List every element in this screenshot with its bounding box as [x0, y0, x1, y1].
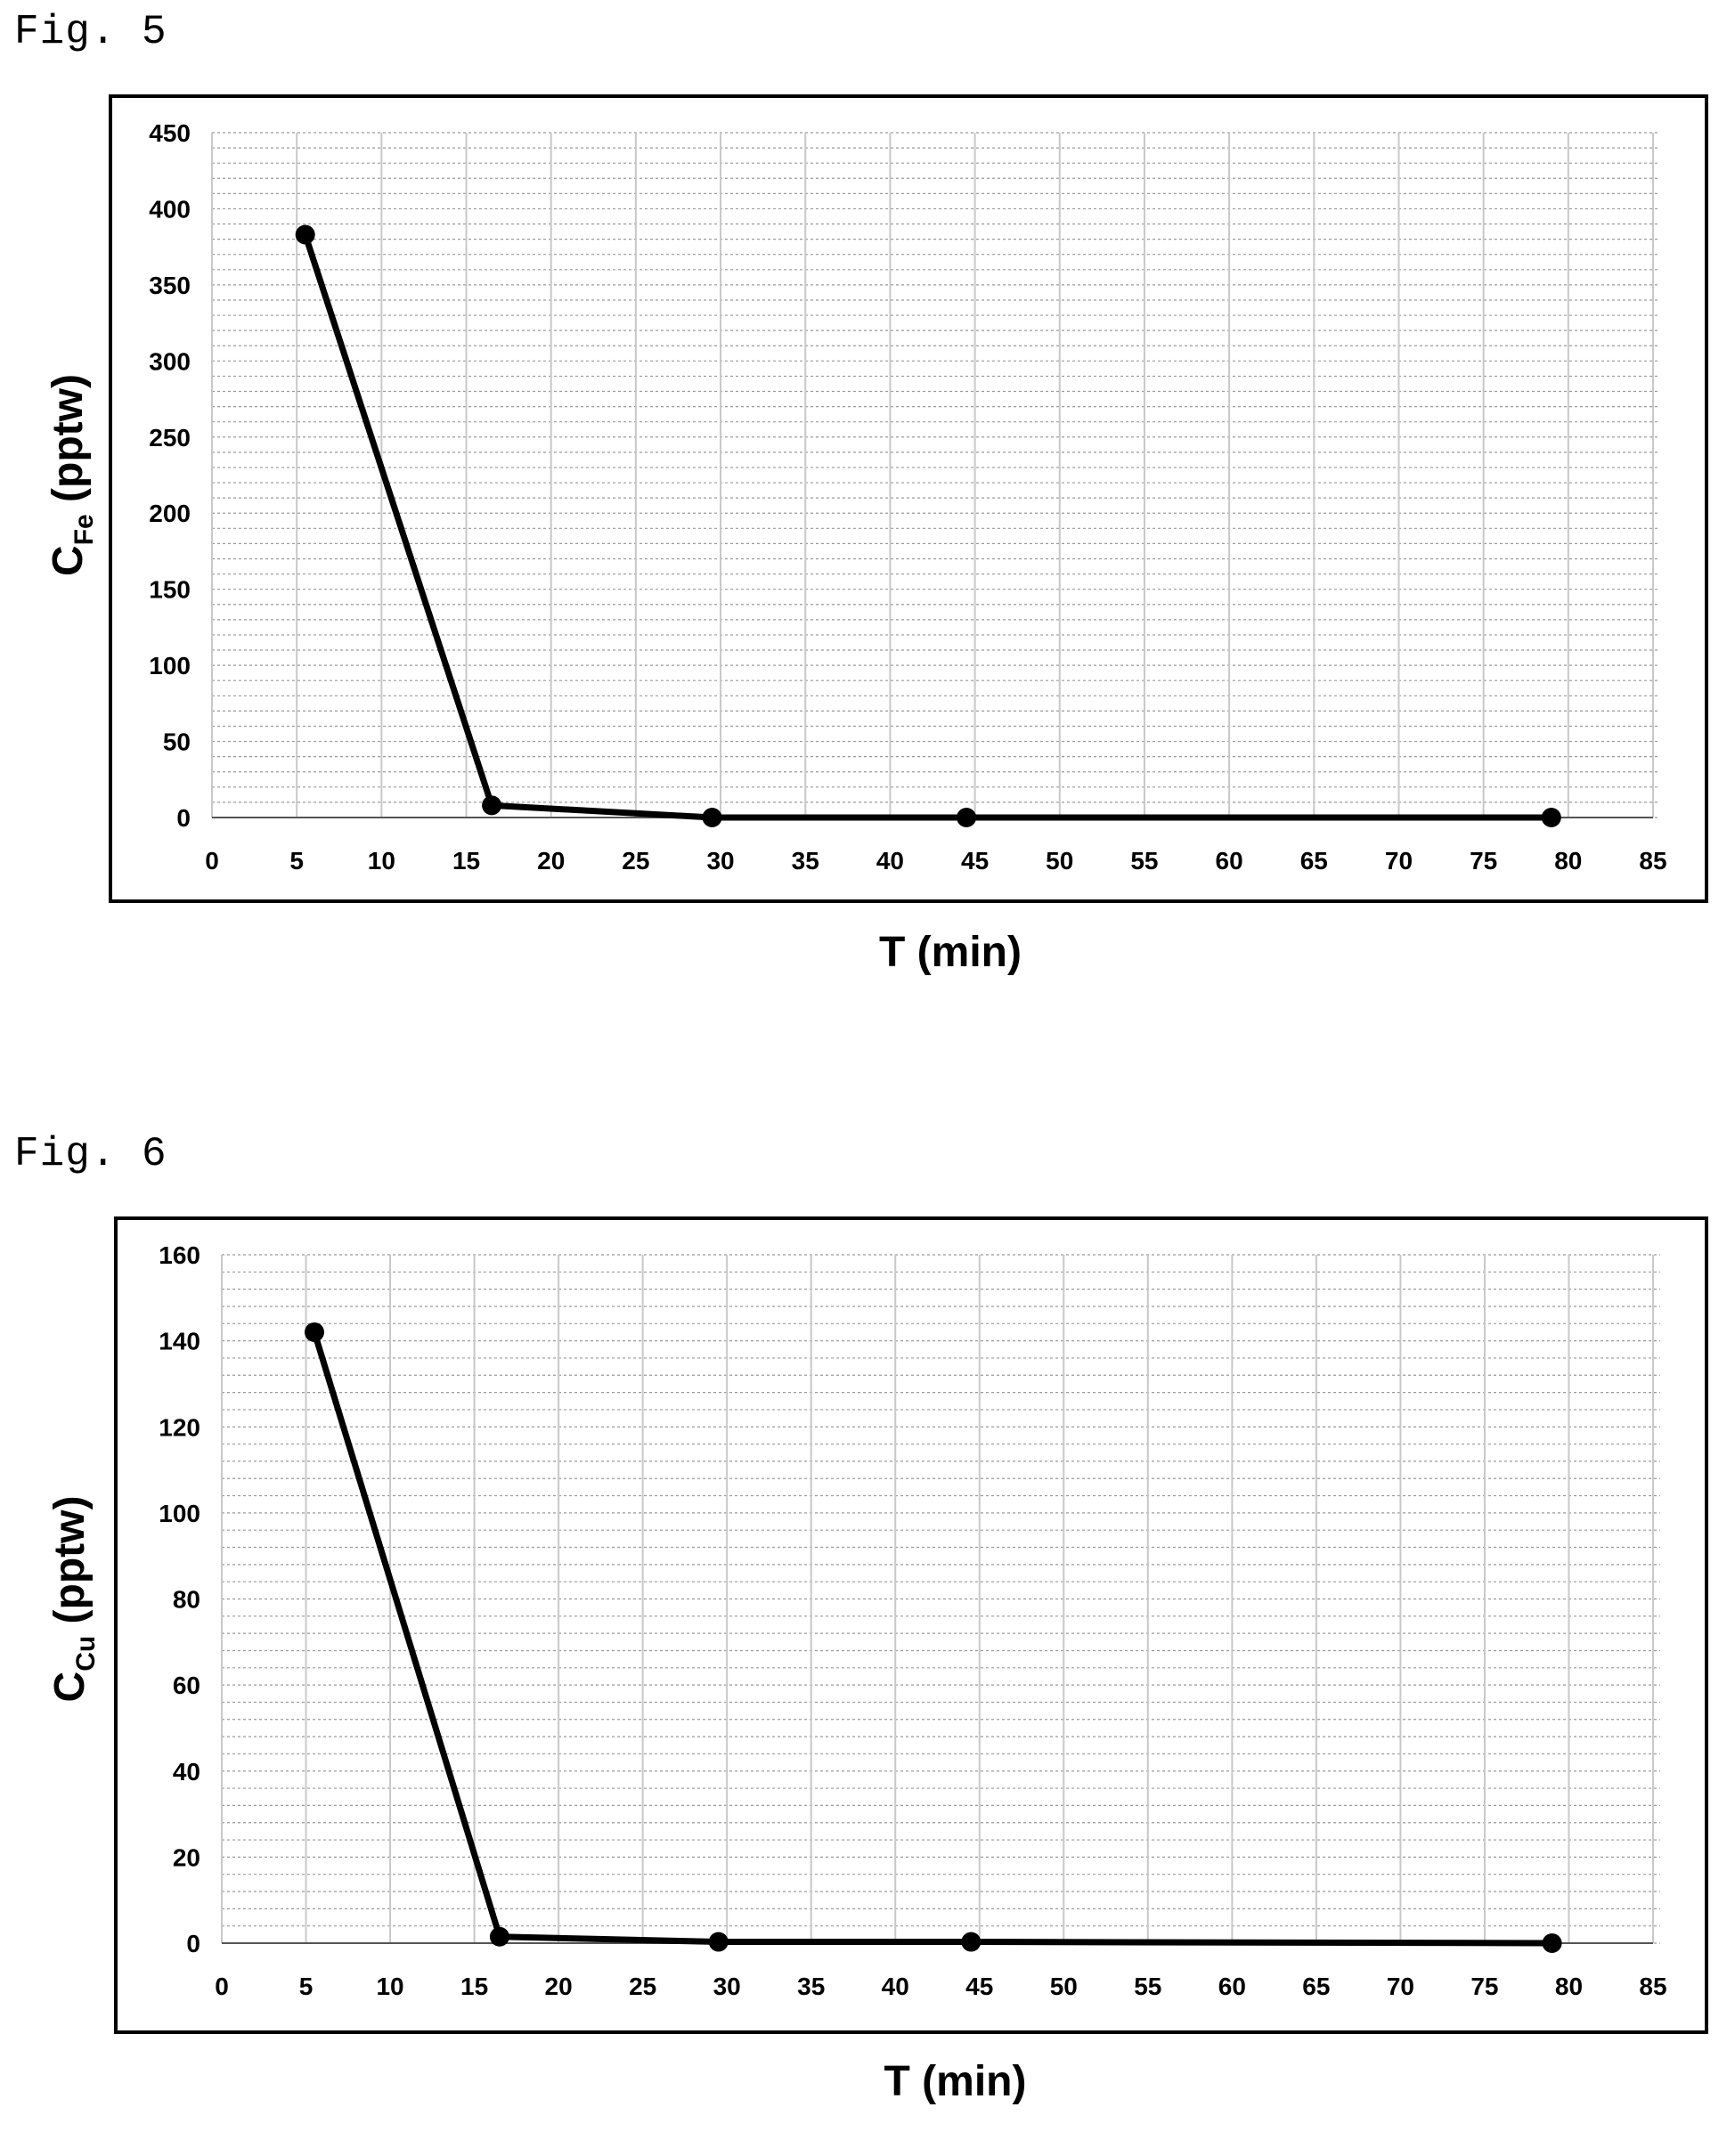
- figure-5-label: Fig. 5: [14, 9, 167, 55]
- y-tick-label: 120: [159, 1413, 200, 1441]
- x-tick-label: 75: [1470, 1973, 1498, 2000]
- y-tick-label: 200: [149, 500, 191, 527]
- x-tick-label: 80: [1554, 847, 1582, 875]
- x-tick-label: 50: [1050, 1973, 1078, 2000]
- chart-fe-concentration: 0 50 100 150 200 250 300 350 400 450 0 5 10 15 20 25 30 3…: [45, 94, 1708, 976]
- x-tick-label: 80: [1555, 1973, 1583, 2000]
- y-axis-title-main: C: [46, 1672, 94, 1703]
- x-tick-label: 50: [1046, 847, 1073, 875]
- x-tick-label: 70: [1387, 1973, 1414, 2000]
- y-tick-label: 40: [173, 1758, 200, 1786]
- y-axis-title-unit: (pptw): [45, 374, 92, 514]
- x-tick-label: 45: [961, 847, 989, 875]
- series-line: [311, 1330, 1552, 1947]
- x-axis-title: T (min): [879, 929, 1022, 976]
- x-tick-label: 35: [797, 1973, 825, 2000]
- x-tick-label: 5: [299, 1973, 314, 2000]
- y-axis-title-subscript: Fe: [69, 514, 99, 545]
- x-axis-title: T (min): [884, 2058, 1027, 2105]
- x-tick-label: 65: [1302, 1973, 1330, 2000]
- x-tick-label: 25: [622, 847, 649, 875]
- data-point: [1541, 808, 1561, 827]
- chart-frame: [114, 1216, 1708, 2034]
- x-tick-label: 85: [1639, 847, 1666, 875]
- y-tick-label: 400: [149, 195, 191, 223]
- y-axis-title: CCu (pptw): [46, 1496, 101, 1703]
- x-tick-label: 45: [965, 1973, 993, 2000]
- y-tick-label: 250: [149, 424, 191, 452]
- chart-cu-concentration: 0 20 40 60 80 100 120 140 160 0 5 10 15 20 25 30 35 40 45 5…: [46, 1216, 1708, 2105]
- x-tick-label: 75: [1470, 847, 1497, 875]
- x-tick-label: 15: [452, 847, 480, 875]
- x-tick-label: 60: [1218, 1973, 1246, 2000]
- y-axis-title: CFe (pptw): [45, 374, 99, 576]
- x-tick-label: 85: [1639, 1973, 1666, 2000]
- x-tick-label: 40: [882, 1973, 909, 2000]
- y-tick-label: 140: [159, 1328, 200, 1355]
- x-tick-label: 60: [1216, 847, 1243, 875]
- x-tick-label: 65: [1300, 847, 1328, 875]
- x-tick-label: 40: [876, 847, 904, 875]
- data-point: [957, 808, 977, 827]
- x-tick-label: 20: [545, 1973, 573, 2000]
- y-axis-title-main: C: [45, 545, 92, 576]
- x-tick-label: 30: [713, 1973, 741, 2000]
- y-tick-label: 160: [159, 1241, 200, 1269]
- y-tick-label: 300: [149, 347, 191, 375]
- y-tick-label: 60: [173, 1672, 200, 1699]
- x-tick-label: 30: [706, 847, 734, 875]
- x-tick-label: 10: [376, 1973, 403, 2000]
- x-tick-label: 20: [537, 847, 565, 875]
- x-tick-label: 55: [1130, 847, 1158, 875]
- x-tick-label: 5: [289, 847, 304, 875]
- data-point: [295, 224, 315, 245]
- y-tick-label: 80: [173, 1586, 200, 1614]
- data-point: [1542, 1933, 1562, 1953]
- x-tick-label: 70: [1385, 847, 1413, 875]
- x-tick-label: 25: [629, 1973, 656, 2000]
- y-tick-label: 150: [149, 576, 191, 604]
- y-tick-label: 20: [173, 1843, 200, 1871]
- data-point: [304, 1322, 324, 1342]
- y-tick-label: 0: [176, 804, 191, 832]
- x-tick-label: 35: [792, 847, 819, 875]
- y-axis-title-unit: (pptw): [46, 1496, 94, 1636]
- chart-frame: [109, 94, 1708, 903]
- data-point: [482, 795, 502, 816]
- y-tick-label: 100: [149, 652, 191, 679]
- grid-lines: [221, 1254, 1660, 1944]
- y-axis-title-subscript: Cu: [71, 1636, 101, 1672]
- data-point: [702, 808, 722, 827]
- x-tick-label: 0: [205, 847, 219, 875]
- y-tick-label: 50: [163, 728, 191, 756]
- x-tick-label: 55: [1134, 1973, 1161, 2000]
- series-line: [302, 233, 1552, 821]
- figure-6-label: Fig. 6: [14, 1131, 167, 1177]
- y-tick-label: 100: [159, 1500, 200, 1527]
- x-tick-label: 0: [215, 1973, 229, 2000]
- data-point: [708, 1932, 729, 1952]
- x-tick-label: 15: [460, 1973, 488, 2000]
- data-point: [489, 1926, 509, 1947]
- y-tick-label: 450: [149, 119, 191, 147]
- grid-lines: [211, 132, 1660, 818]
- y-tick-label: 350: [149, 272, 191, 299]
- y-tick-label: 0: [186, 1930, 200, 1957]
- x-tick-label: 10: [368, 847, 395, 875]
- data-point: [961, 1932, 982, 1952]
